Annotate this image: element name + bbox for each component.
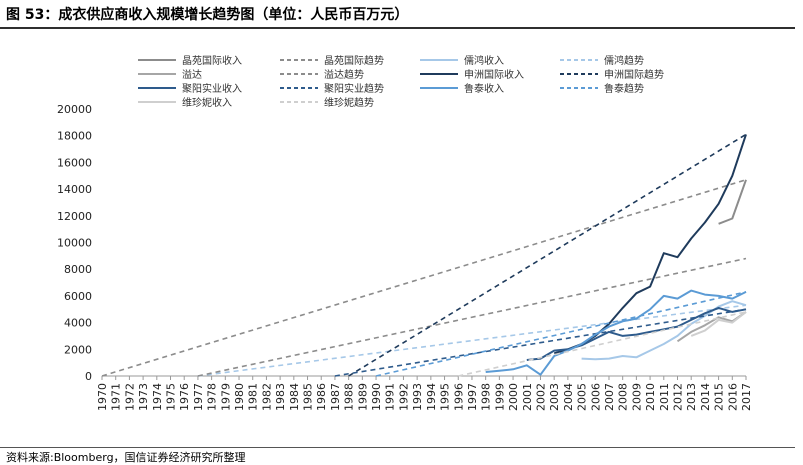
legend-label: 儒鸿趋势 <box>604 54 644 67</box>
legend-label: 晶苑国际收入 <box>182 54 242 67</box>
x-tick-label: 1995 <box>439 383 452 411</box>
x-tick-label: 1992 <box>397 383 410 411</box>
series-line-晶苑国际趋势 <box>101 179 747 377</box>
x-tick-label: 1999 <box>493 383 506 411</box>
x-tick-label: 1990 <box>370 383 383 411</box>
x-tick-label: 2002 <box>534 383 547 411</box>
y-tick-label: 16000 <box>57 156 92 169</box>
legend-label: 儒鸿收入 <box>464 54 504 67</box>
x-tick-label: 2005 <box>576 383 589 411</box>
x-tick-label: 1970 <box>96 383 109 411</box>
x-tick-label: 2011 <box>658 383 671 411</box>
x-tick-label: 1974 <box>151 383 164 411</box>
y-tick-label: 18000 <box>57 130 92 143</box>
legend-label: 申洲国际趋势 <box>604 68 664 81</box>
x-tick-label: 2004 <box>562 383 575 411</box>
x-tick-label: 1976 <box>178 383 191 411</box>
x-tick-label: 1993 <box>411 383 424 411</box>
x-tick-label: 1977 <box>192 383 205 411</box>
x-tick-label: 2006 <box>589 383 602 411</box>
legend-label: 维珍妮趋势 <box>324 96 374 109</box>
y-tick-label: 14000 <box>57 183 92 196</box>
x-tick-label: 1984 <box>288 383 301 411</box>
x-tick-label: 2008 <box>617 383 630 411</box>
y-tick-label: 20000 <box>57 103 92 116</box>
series-line-溢达趋势 <box>197 257 747 377</box>
x-tick-label: 2012 <box>671 383 684 411</box>
series-line-鲁泰收入 <box>485 289 747 376</box>
series-line-申洲国际趋势 <box>348 133 747 377</box>
series-line-维珍妮收入 <box>690 311 747 337</box>
y-tick-label: 4000 <box>64 317 92 330</box>
legend-label: 聚阳实业趋势 <box>324 82 384 95</box>
x-tick-label: 1971 <box>110 383 123 411</box>
x-tick-label: 1973 <box>137 383 150 411</box>
y-tick-label: 12000 <box>57 210 92 223</box>
x-tick-label: 2016 <box>726 383 739 411</box>
x-tick-label: 2000 <box>507 383 520 411</box>
source-note: 资料来源:Bloomberg，国信证券经济研究所整理 <box>6 451 246 464</box>
x-tick-label: 2014 <box>699 383 712 411</box>
x-tick-label: 1987 <box>329 383 342 411</box>
x-tick-label: 2015 <box>713 383 726 411</box>
series-line-聚阳实业趋势 <box>334 308 747 377</box>
x-tick-label: 2013 <box>685 383 698 411</box>
chart-series <box>101 133 747 377</box>
legend-label: 维珍妮收入 <box>182 96 232 109</box>
legend-label: 晶苑国际趋势 <box>324 54 384 67</box>
bottom-rule <box>0 447 795 448</box>
series-line-聚阳实业收入 <box>526 306 747 361</box>
series-line-维珍妮趋势 <box>458 311 747 377</box>
x-tick-label: 1998 <box>480 383 493 411</box>
x-tick-label: 2001 <box>521 383 534 411</box>
x-tick-label: 2003 <box>548 383 561 411</box>
x-tick-label: 1991 <box>384 383 397 411</box>
y-tick-label: 2000 <box>64 343 92 356</box>
series-line-儒鸿趋势 <box>197 304 747 377</box>
series-line-鲁泰趋势 <box>375 291 747 377</box>
legend-label: 鲁泰趋势 <box>604 82 644 95</box>
legend-label: 申洲国际收入 <box>464 68 524 81</box>
x-tick-label: 2009 <box>630 383 643 411</box>
figure-title: 图 53：成衣供应商收入规模增长趋势图（单位：人民币百万元） <box>6 7 409 23</box>
x-tick-label: 1982 <box>260 383 273 411</box>
x-tick-label: 1989 <box>356 383 369 411</box>
x-tick-label: 1979 <box>219 383 232 411</box>
y-tick-label: 10000 <box>57 237 92 250</box>
x-tick-label: 1975 <box>165 383 178 411</box>
x-axis: 1970 1971 1972 1973 1974 1975 1976 1977 1978 1979… <box>96 375 753 411</box>
x-tick-label: 1983 <box>274 383 287 411</box>
title-rule <box>0 27 795 29</box>
x-tick-label: 2007 <box>603 383 616 411</box>
y-tick-label: 8000 <box>64 263 92 276</box>
x-tick-label: 1997 <box>466 383 479 411</box>
x-tick-label: 1981 <box>247 383 260 411</box>
x-tick-label: 2010 <box>644 383 657 411</box>
series-line-晶苑国际收入 <box>718 179 747 225</box>
legend-label: 溢达 <box>182 68 202 81</box>
x-tick-label: 1986 <box>315 383 328 411</box>
x-tick-label: 2017 <box>740 383 753 411</box>
x-tick-label: 1996 <box>452 383 465 411</box>
x-tick-label: 1994 <box>425 383 438 411</box>
x-tick-label: 1980 <box>233 383 246 411</box>
x-tick-label: 1978 <box>206 383 219 411</box>
x-tick-label: 1972 <box>123 383 136 411</box>
series-line-儒鸿收入 <box>581 300 747 361</box>
x-tick-label: 1988 <box>343 383 356 411</box>
y-tick-label: 0 <box>85 370 92 383</box>
legend-label: 溢达趋势 <box>324 68 364 81</box>
legend-label: 鲁泰收入 <box>464 82 504 95</box>
y-axis: 0 2000 4000 6000 8000 10000 12000 14000 16000 180… <box>57 103 92 383</box>
y-tick-label: 6000 <box>64 290 92 303</box>
x-tick-label: 1985 <box>302 383 315 411</box>
legend-label: 聚阳实业收入 <box>182 82 242 95</box>
